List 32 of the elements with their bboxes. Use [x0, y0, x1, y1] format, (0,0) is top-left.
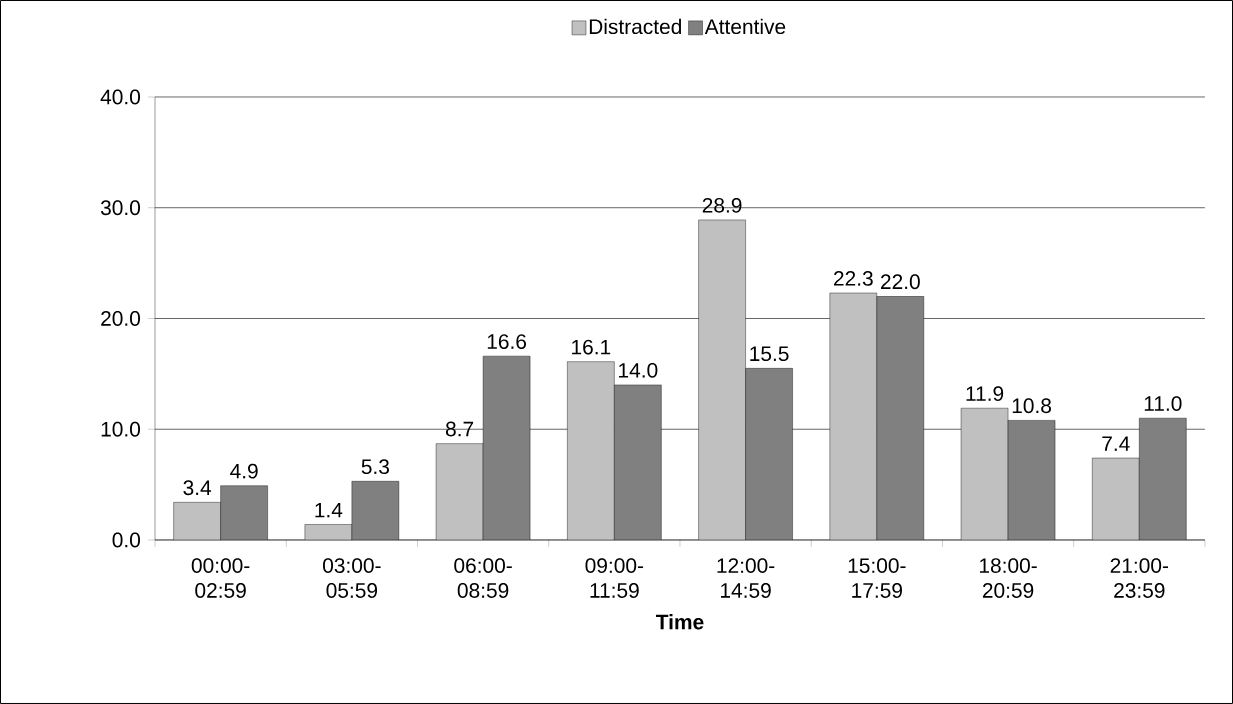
legend-label: Attentive — [704, 18, 786, 35]
data-label: 1.4 — [315, 502, 343, 518]
x-axis-title: Time — [655, 614, 704, 630]
data-label: 5.3 — [361, 459, 389, 475]
data-label: 11.9 — [966, 386, 1004, 401]
x-tick-label: 21:00-23:59 — [1110, 558, 1169, 598]
data-label: 14.0 — [619, 362, 658, 378]
x-tick-label: 00:00-02:59 — [191, 558, 250, 598]
y-tick-label: 10.0 — [101, 421, 141, 437]
x-tick-label: 12:00-14:59 — [717, 558, 775, 598]
data-label: 16.6 — [487, 334, 527, 349]
data-label: 11.0 — [1144, 396, 1182, 411]
data-label: 4.9 — [230, 463, 258, 479]
data-label: 28.9 — [702, 197, 742, 213]
x-tick-label: 06:00-08:59 — [454, 558, 512, 598]
y-tick-label: 0.0 — [112, 532, 141, 548]
data-label: 3.4 — [183, 480, 212, 496]
data-label: 16.1 — [572, 339, 611, 355]
y-tick-label: 20.0 — [101, 311, 141, 326]
x-tick-label: 03:00-05:59 — [323, 558, 381, 598]
x-tick-label: 15:00-17:59 — [848, 558, 906, 598]
x-tick-label: 18:00-20:59 — [979, 558, 1037, 598]
y-tick-label: 40.0 — [100, 89, 141, 105]
data-label: 22.0 — [881, 274, 920, 290]
x-tick-label: 09:00-11:59 — [585, 558, 644, 598]
data-label: 22.3 — [834, 271, 873, 286]
data-label: 10.8 — [1012, 398, 1051, 414]
data-label: 15.5 — [750, 346, 789, 362]
y-tick-label: 30.0 — [100, 200, 141, 216]
data-label: 8.7 — [445, 421, 474, 437]
data-label: 7.4 — [1102, 436, 1130, 451]
legend-label: Distracted — [589, 18, 681, 35]
